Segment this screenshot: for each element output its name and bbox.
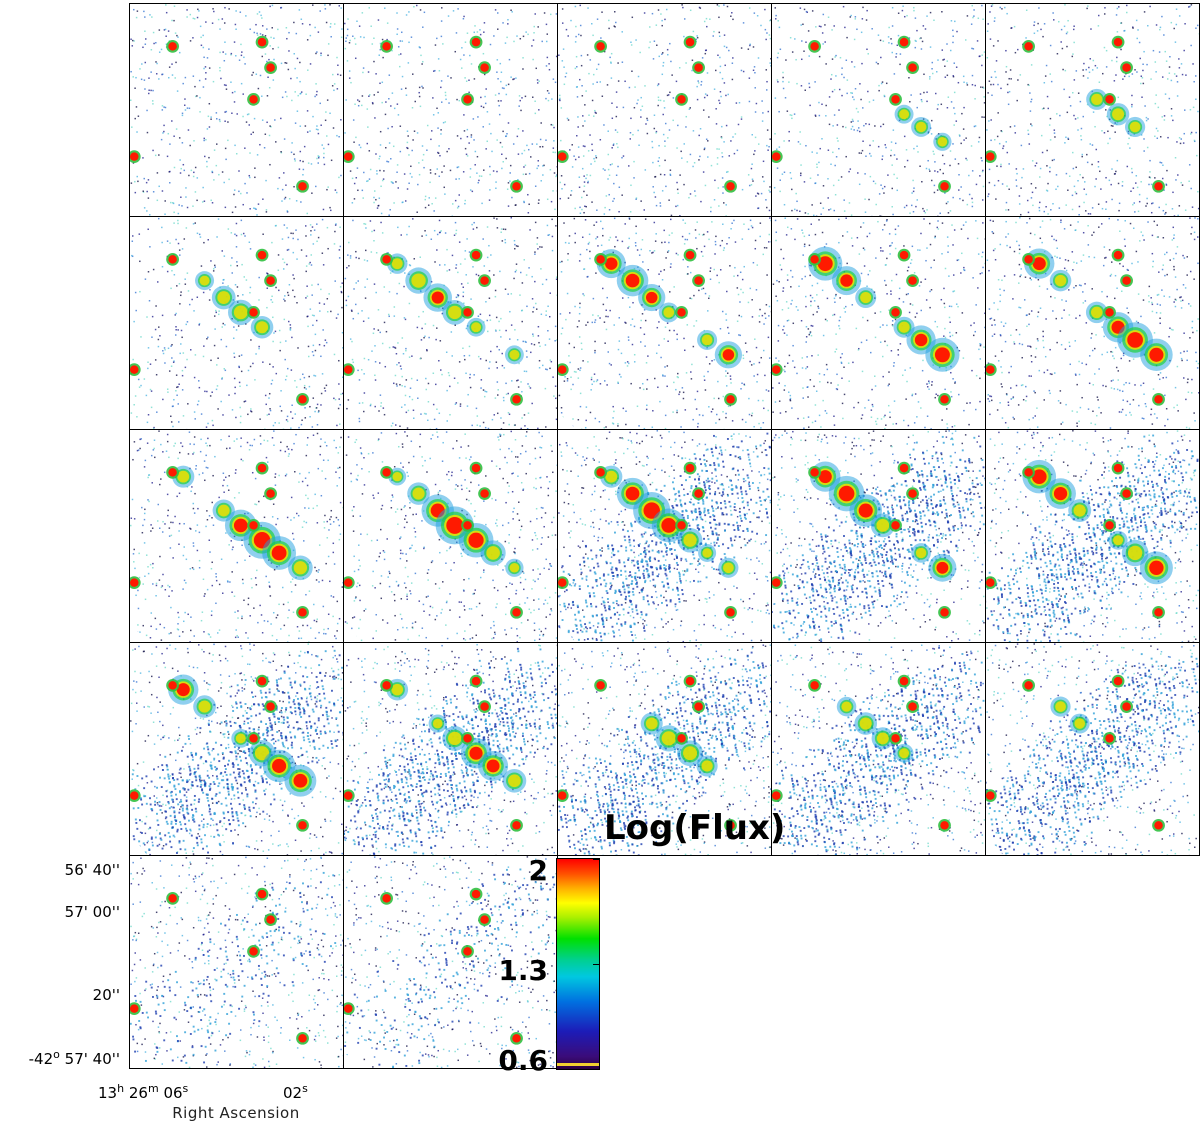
channel-image	[558, 217, 771, 429]
colorbar-tick-label: 0.6	[498, 1044, 548, 1077]
channel-panel	[771, 216, 986, 430]
channel-image	[986, 217, 1199, 429]
channel-image	[558, 4, 771, 216]
channel-panel	[343, 216, 558, 430]
colorbar-tick	[593, 859, 599, 860]
channel-image	[130, 217, 343, 429]
x-axis-title: Right Ascension	[172, 1104, 300, 1122]
channel-panel	[129, 642, 344, 856]
channel-panel	[557, 216, 772, 430]
colorbar-tick	[593, 964, 599, 965]
channel-panel	[129, 3, 344, 217]
channel-image	[130, 856, 343, 1068]
channel-panel	[129, 216, 344, 430]
channel-image	[772, 217, 985, 429]
channel-panel	[771, 642, 986, 856]
channel-image	[558, 430, 771, 642]
ra-tick-label: 02s	[283, 1082, 308, 1102]
channel-image	[986, 430, 1199, 642]
channel-panel	[557, 642, 772, 856]
dec-tick-label: 56' 40''	[64, 861, 120, 879]
channel-panel	[771, 3, 986, 217]
channel-image	[344, 430, 557, 642]
dec-tick-label: -42o 57' 40''	[28, 1048, 120, 1068]
channel-panel	[985, 642, 1200, 856]
channel-panel	[985, 3, 1200, 217]
channel-image	[344, 856, 557, 1068]
channel-panel	[985, 216, 1200, 430]
channel-image	[130, 430, 343, 642]
channel-panel	[343, 3, 558, 217]
channel-panel	[129, 429, 344, 643]
colorbar-title: Log(Flux)	[604, 808, 786, 848]
colorbar-tick-label: 2	[528, 854, 548, 887]
channel-panel	[343, 855, 558, 1069]
channel-image	[344, 217, 557, 429]
channel-image	[772, 430, 985, 642]
colorbar-tick-label: 1.3	[498, 954, 548, 987]
channel-image	[344, 4, 557, 216]
channel-panel	[557, 3, 772, 217]
channel-image	[344, 643, 557, 855]
channel-image	[772, 644, 985, 855]
channel-image	[772, 4, 985, 216]
dec-tick-label: 20''	[92, 986, 120, 1004]
channel-image	[986, 4, 1199, 216]
channel-image	[986, 643, 1199, 855]
channel-panel	[985, 429, 1200, 643]
channel-panel	[771, 429, 986, 643]
channel-panel	[129, 855, 344, 1069]
channel-image	[130, 643, 343, 855]
colorbar-tick	[593, 1064, 599, 1065]
channel-panel	[557, 429, 772, 643]
channel-panel	[343, 642, 558, 856]
channel-panel	[343, 429, 558, 643]
colorbar	[556, 858, 600, 1070]
channel-image	[130, 4, 343, 216]
channel-image	[558, 644, 771, 855]
ra-tick-label: 13h 26m 06s	[98, 1082, 189, 1102]
dec-tick-label: 57' 00''	[64, 903, 120, 921]
